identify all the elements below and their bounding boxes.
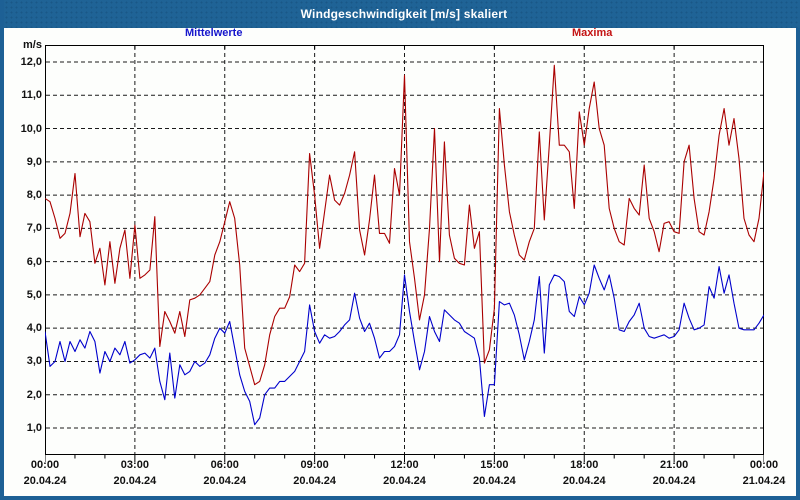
y-tick-label: 7,0 [26,222,42,235]
legend-mittelwerte: Mittelwerte [185,27,243,39]
legend-maxima: Maxima [572,27,613,39]
y-tick-label: 4,0 [26,322,42,335]
x-tick-time-label: 03:00 [120,459,149,471]
y-tick-label: 2,0 [26,388,42,401]
y-tick-label: 5,0 [26,288,42,301]
x-tick-time-label: 18:00 [570,459,599,471]
x-tick-time-label: 00:00 [749,459,779,471]
title-bar: Windgeschwindigkeit [m/s] skaliert [4,0,800,28]
x-tick-time-label: 00:00 [30,459,60,471]
wind-speed-plot [45,45,764,462]
plot-border [45,45,764,455]
x-tick-date-label: 20.04.24 [113,475,157,487]
y-tick-label: 11,0 [21,89,42,102]
x-tick-date-label: 20.04.24 [293,475,337,487]
mean-series-line [45,264,764,426]
x-tick-time-label: 12:00 [390,459,419,471]
x-tick-date-label: 20.04.24 [383,475,426,487]
x-tick-date-label: 20.04.24 [562,475,606,487]
y-tick-label: 6,0 [26,255,42,268]
x-tick-date-label: 20.04.24 [472,475,516,487]
x-tick-date-label: 20.04.24 [652,475,696,487]
y-tick-label: 12,0 [20,56,42,68]
window-title: Windgeschwindigkeit [m/s] skaliert [300,7,508,21]
x-tick-date-label: 20.04.24 [203,475,247,487]
x-tick-time-label: 09:00 [300,459,329,471]
y-tick-label: 9,0 [26,155,42,168]
x-tick-time-label: 06:00 [210,459,239,471]
y-tick-label: 1,0 [26,421,42,434]
max-series-line [45,64,764,386]
x-tick-date-label: 21.04.24 [742,475,786,487]
x-tick-time-label: 15:00 [480,459,509,471]
y-tick-label: 8,0 [26,189,42,202]
x-tick-time-label: 21:00 [660,459,689,471]
x-tick-date-label: 20.04.24 [23,475,67,487]
y-tick-label: 3,0 [26,355,42,368]
y-axis-unit-label: m/s [23,39,42,51]
y-tick-label: 10,0 [20,122,42,135]
